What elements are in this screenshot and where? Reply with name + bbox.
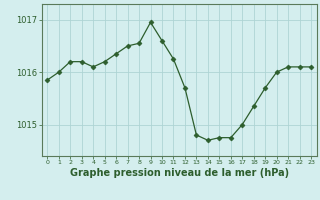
X-axis label: Graphe pression niveau de la mer (hPa): Graphe pression niveau de la mer (hPa)	[70, 168, 289, 178]
